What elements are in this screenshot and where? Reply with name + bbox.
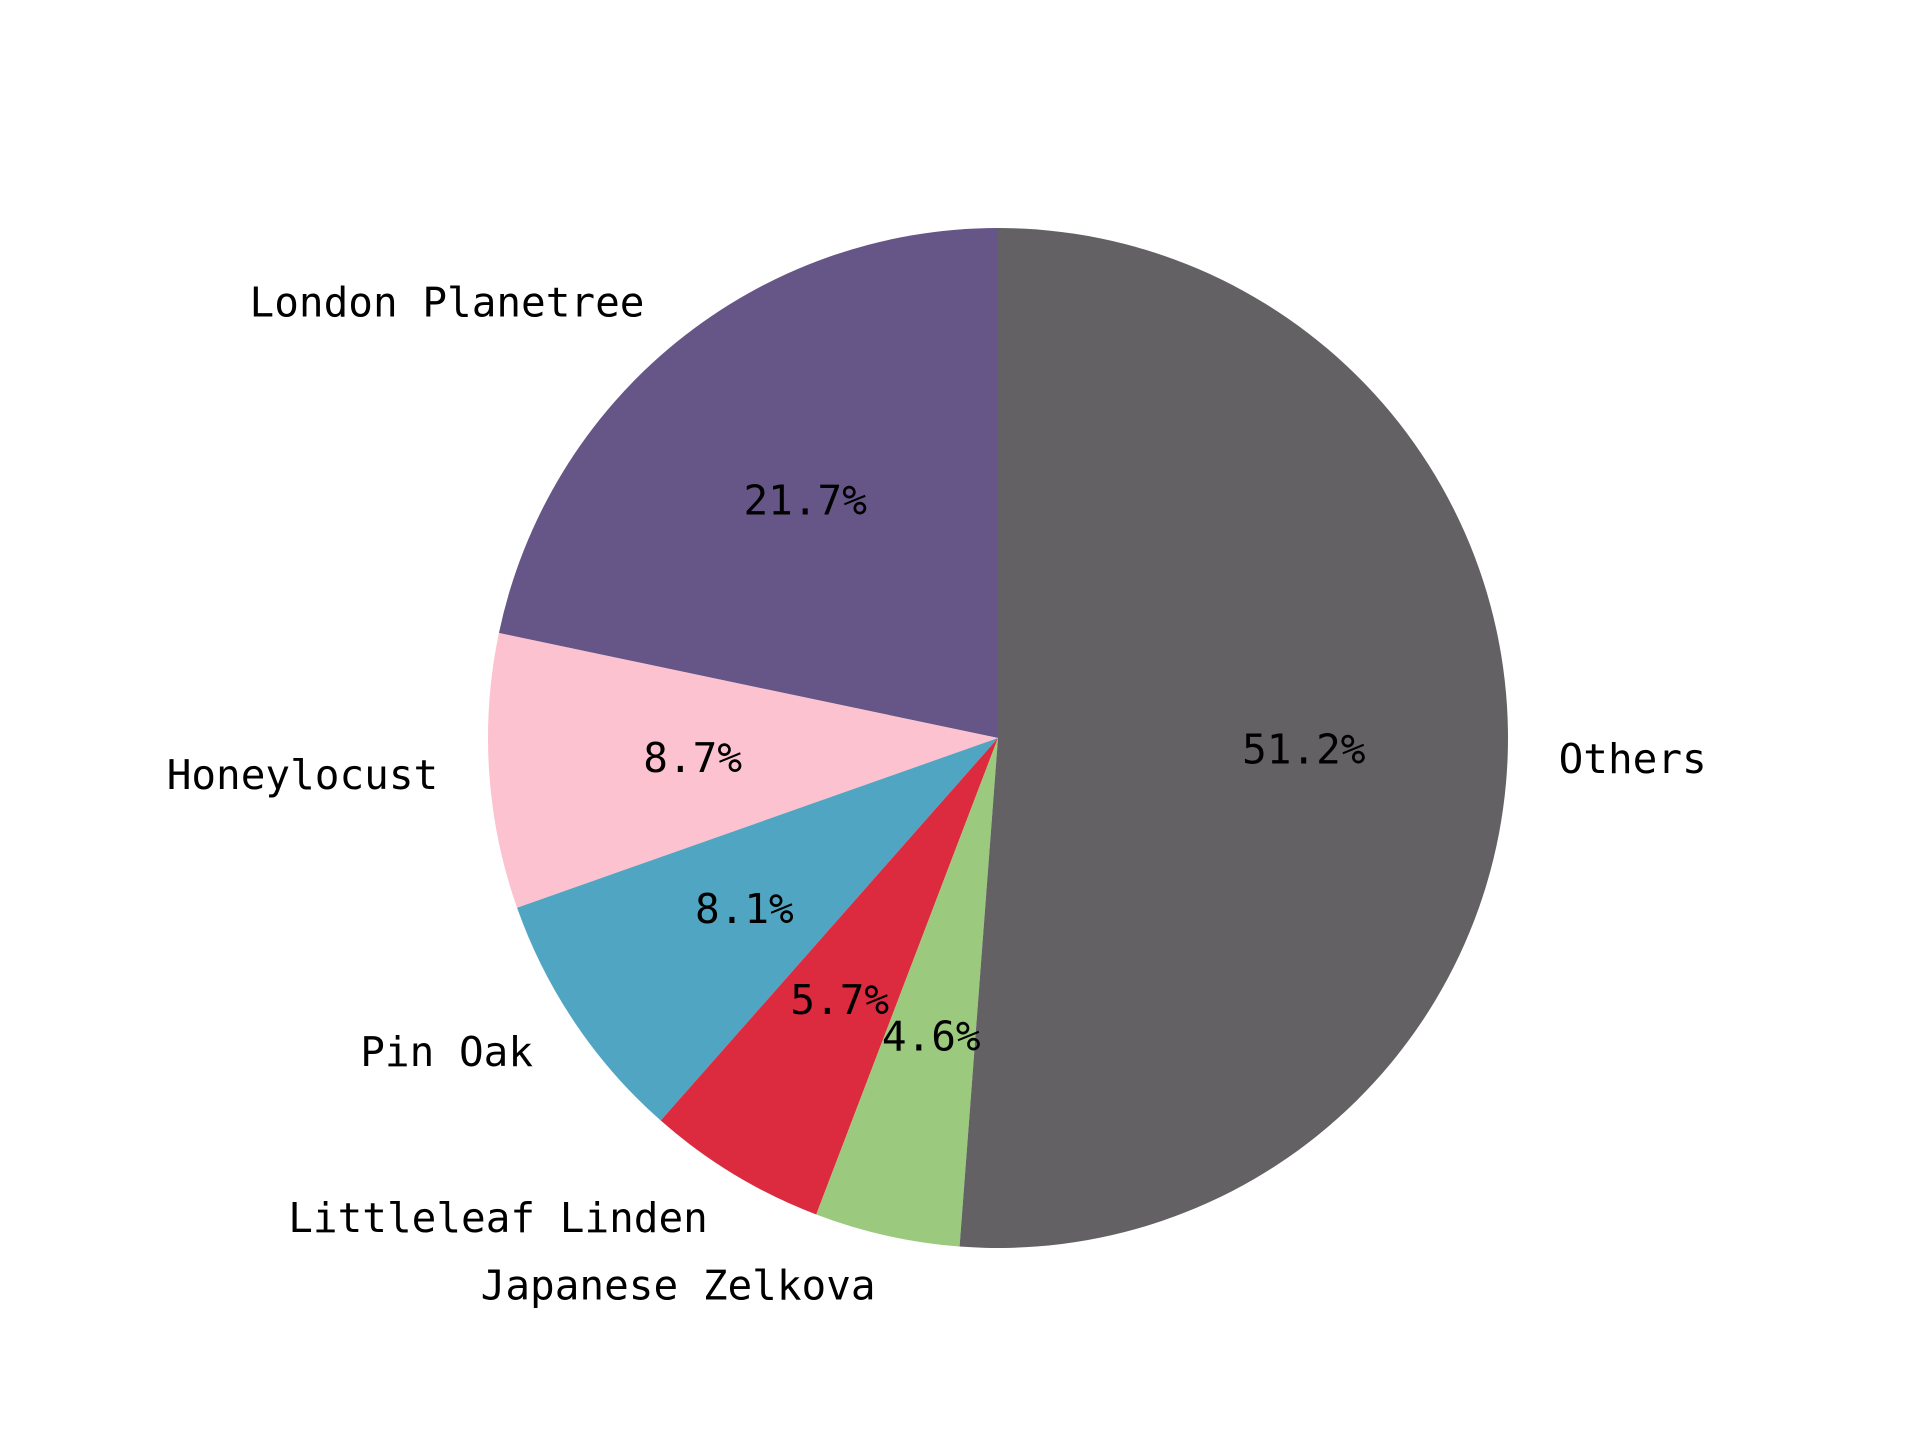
percent-label-honeylocust: 8.7% (643, 734, 742, 782)
percent-label-pin-oak: 8.1% (695, 885, 794, 933)
pie-slice-pin-oak (517, 738, 998, 1121)
percent-labels: 21.7% 8.7% 8.1% 5.7%4.6% 51.2% (643, 476, 1366, 1060)
pie-slice-littleleaf-linden (660, 738, 998, 1215)
percent-label-japanese-zelkova: 4.6% (882, 1013, 981, 1061)
pie-slice-others (959, 228, 1508, 1248)
category-label-london-planetree: London Planetree (250, 278, 645, 326)
category-label-others: Others (1559, 735, 1707, 783)
percent-label-london-planetree: 21.7% (743, 476, 867, 524)
category-label-honeylocust: Honeylocust (167, 751, 439, 799)
category-label-japanese-zelkova: Japanese Zelkova (481, 1261, 876, 1309)
pie-slice-honeylocust (488, 633, 998, 908)
category-label-littleleaf-linden: Littleleaf Linden (288, 1194, 708, 1242)
pie-slices (488, 228, 1508, 1248)
pie-slice-london-planetree (498, 228, 998, 738)
percent-label-littleleaf-linden: 5.7% (790, 976, 889, 1024)
category-labels: London Planetree Honeylocust Pin Oak Little… (167, 278, 1707, 1309)
percent-label-others: 51.2% (1242, 726, 1366, 774)
pie-slice-japanese-zelkova (816, 738, 998, 1247)
category-label-pin-oak: Pin Oak (360, 1028, 533, 1076)
